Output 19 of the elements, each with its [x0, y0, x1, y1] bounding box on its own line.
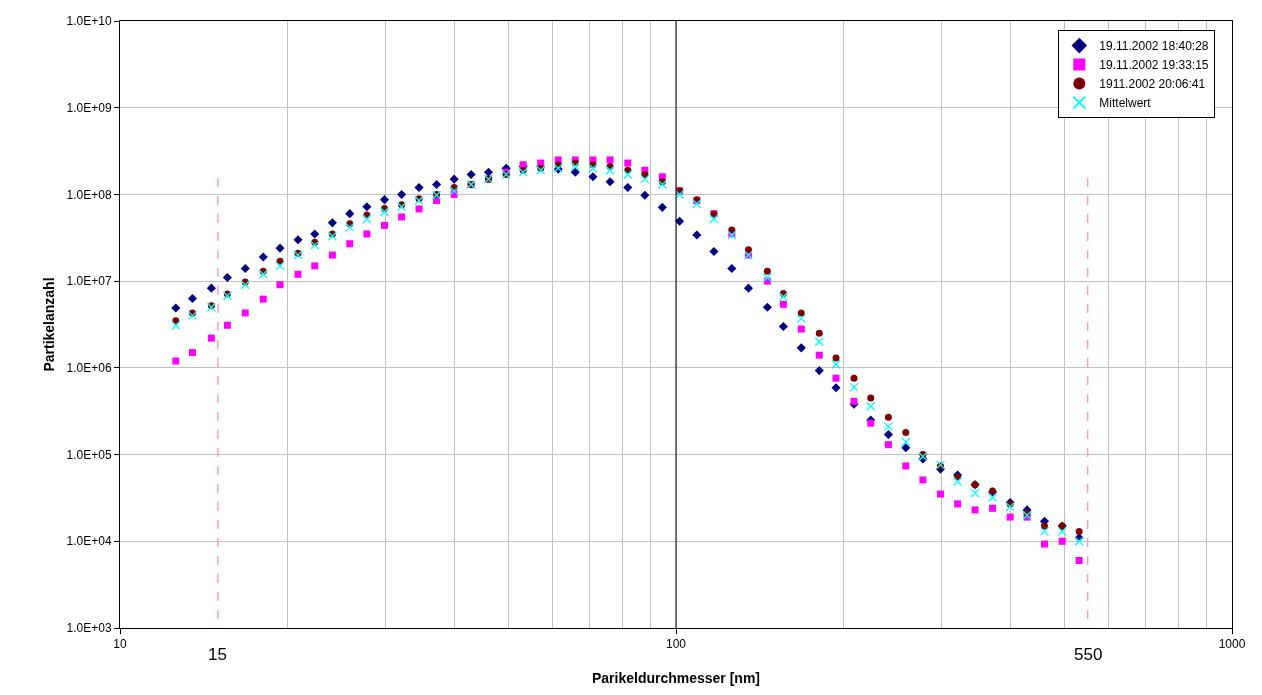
legend-label: 1911.2002 20:06:41: [1099, 77, 1206, 92]
ref-line-label: 550: [1074, 645, 1103, 664]
y-tick-label: 1.0E+05: [66, 447, 112, 462]
x-tick-label: 1000: [1218, 637, 1246, 652]
y-tick-label: 1.0E+10: [66, 14, 112, 29]
y-axis-title: Partikelanzahl: [41, 277, 58, 372]
legend-label: 19.11.2002 18:40:28: [1099, 39, 1209, 54]
y-tick-label: 1.0E+08: [66, 187, 112, 202]
y-tick-label: 1.0E+03: [66, 621, 112, 636]
legend-label: 19.11.2002 19:33:15: [1099, 58, 1209, 73]
x-tick-label: 100: [665, 637, 687, 652]
ref-line-label: 15: [208, 645, 227, 664]
legend-label: Mittelwert: [1099, 96, 1152, 111]
y-tick-label: 1.0E+09: [66, 100, 112, 115]
y-tick-label: 1.0E+04: [66, 534, 112, 549]
x-tick-label: 10: [113, 637, 127, 652]
x-axis-title: Parikeldurchmesser [nm]: [591, 669, 761, 686]
y-tick-label: 1.0E+07: [66, 274, 112, 289]
y-tick-label: 1.0E+06: [66, 361, 112, 376]
